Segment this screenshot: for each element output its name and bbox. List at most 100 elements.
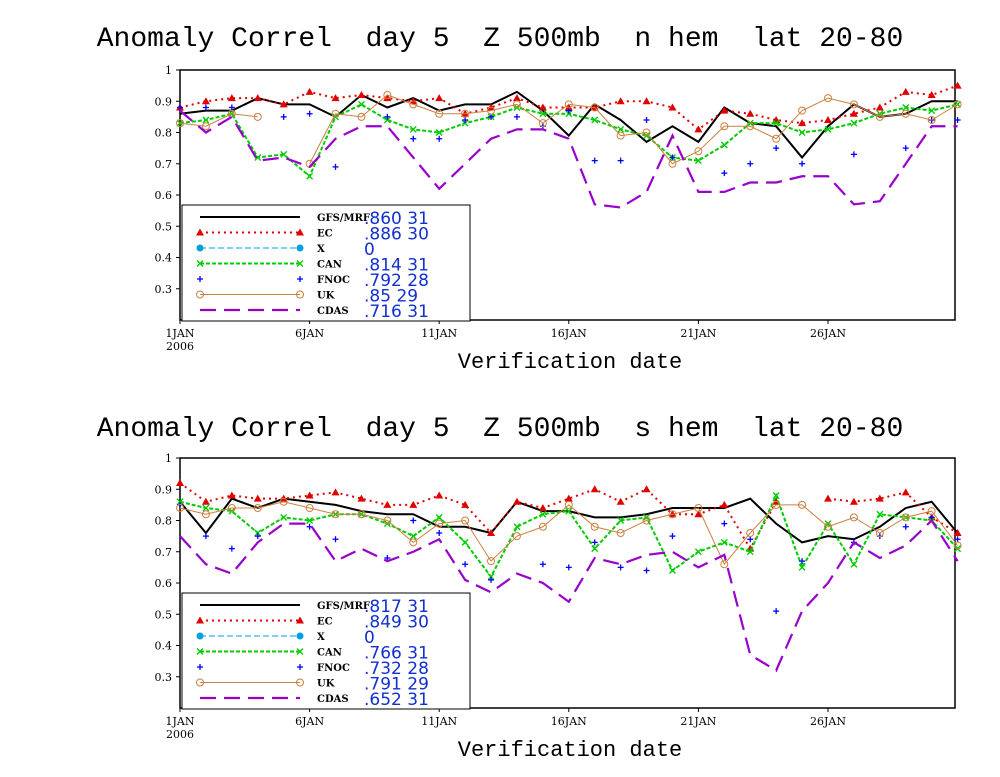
data-point	[176, 119, 184, 128]
data-point	[617, 125, 625, 133]
data-point	[565, 507, 573, 515]
data-point	[357, 510, 366, 519]
legend-marker	[296, 260, 304, 267]
y-tick-label: 0.5	[155, 608, 173, 621]
data-point	[565, 110, 573, 118]
data-point	[280, 513, 288, 521]
y-tick-label: 1	[165, 452, 172, 465]
legend-marker	[196, 244, 204, 252]
legend-label: UK	[317, 679, 335, 690]
data-point	[409, 532, 417, 540]
legend-marker	[197, 664, 203, 670]
data-point	[642, 97, 651, 105]
data-point	[591, 157, 598, 164]
data-point	[176, 504, 184, 512]
year-label: 2006	[166, 728, 194, 741]
data-point	[746, 122, 755, 131]
data-point	[201, 510, 210, 519]
data-point	[849, 497, 858, 505]
data-point	[202, 116, 210, 124]
legend-marker	[296, 244, 304, 252]
series-fnoc	[177, 501, 961, 615]
legend-marker	[197, 276, 203, 282]
data-point	[512, 497, 521, 505]
data-point	[487, 573, 495, 581]
data-point	[435, 491, 444, 499]
legend-marker	[296, 648, 304, 655]
year-label: 2006	[166, 340, 194, 353]
data-point	[616, 529, 625, 537]
data-point	[280, 150, 288, 158]
series-line	[179, 501, 958, 566]
x-axis-title: Verification date	[457, 738, 683, 763]
data-point	[487, 529, 496, 536]
data-point	[176, 479, 184, 486]
data-point	[590, 485, 599, 493]
data-point	[538, 103, 547, 111]
data-point	[720, 500, 729, 508]
data-point	[254, 533, 261, 540]
data-point	[177, 104, 183, 111]
data-point	[332, 163, 339, 170]
x-tick-label: 11JAN	[421, 715, 457, 728]
data-point	[694, 125, 703, 133]
data-point	[901, 488, 910, 496]
legend-label: X	[317, 632, 325, 643]
data-point	[565, 107, 572, 114]
series-uk	[176, 91, 962, 168]
data-point	[720, 141, 728, 149]
legend-marker	[196, 632, 204, 640]
legend-label: CAN	[317, 260, 342, 271]
series-fnoc	[177, 104, 961, 177]
data-point	[253, 94, 262, 102]
data-point	[694, 157, 702, 165]
legend-marker	[196, 616, 204, 624]
x-tick-label: 1JAN	[166, 715, 195, 728]
data-point	[590, 103, 599, 112]
legend-marker	[296, 290, 304, 299]
data-point	[772, 500, 781, 509]
data-point	[435, 109, 444, 118]
data-point	[643, 567, 650, 574]
data-point	[409, 125, 417, 133]
data-point	[642, 128, 651, 137]
data-point	[253, 494, 262, 502]
legend-marker	[196, 228, 204, 236]
legend-label: X	[317, 244, 325, 255]
legend-label: UK	[317, 291, 335, 302]
data-point	[383, 94, 392, 102]
data-point	[436, 530, 443, 536]
data-point	[772, 134, 781, 143]
data-point	[747, 160, 754, 167]
data-point	[539, 561, 546, 568]
data-point	[849, 109, 858, 117]
series-line	[179, 90, 958, 160]
data-point	[513, 523, 521, 531]
data-point	[694, 510, 703, 518]
data-point	[746, 548, 754, 556]
data-point	[902, 145, 909, 152]
data-point	[772, 492, 780, 499]
y-tick-label: 0.8	[155, 515, 173, 528]
data-point	[409, 538, 418, 547]
data-point	[305, 87, 314, 95]
data-point	[668, 510, 677, 519]
data-point	[953, 81, 962, 89]
data-point	[823, 116, 832, 123]
data-point	[461, 500, 470, 508]
x-tick-label: 26JAN	[810, 715, 846, 728]
data-point	[901, 513, 910, 522]
data-point	[488, 113, 495, 120]
data-point	[227, 504, 236, 512]
data-point	[849, 100, 858, 109]
x-tick-label: 6JAN	[295, 715, 324, 728]
data-point	[538, 522, 547, 531]
data-point	[564, 103, 573, 111]
legend-marker	[196, 648, 204, 655]
data-point	[202, 104, 209, 111]
data-point	[305, 491, 314, 499]
legend-marker	[296, 228, 304, 236]
data-point	[280, 113, 287, 120]
legend-label: FNOC	[317, 663, 350, 674]
legend-score: .817 31	[364, 597, 429, 617]
